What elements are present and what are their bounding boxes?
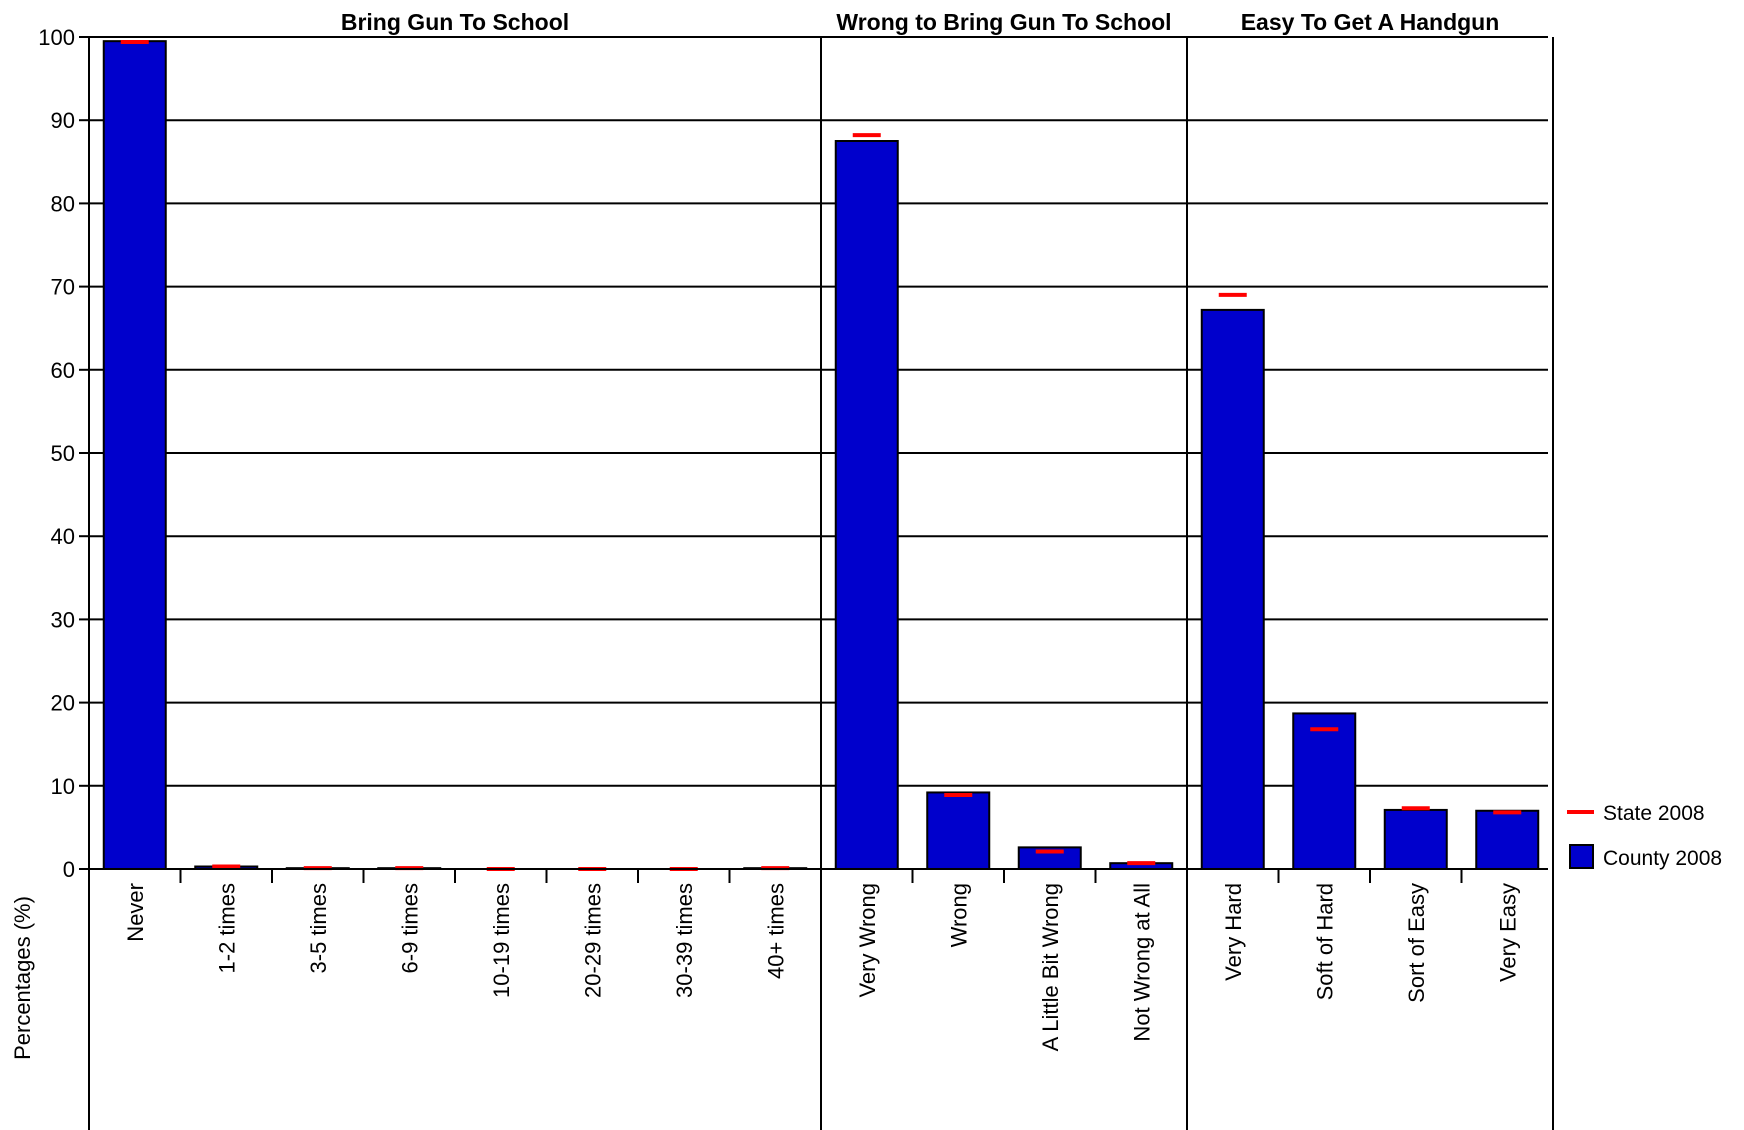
category-label: 40+ times bbox=[763, 883, 788, 979]
category-label: Soft of Hard bbox=[1312, 883, 1337, 1000]
category-label: 20-29 times bbox=[580, 883, 605, 998]
bar-county-very-hard bbox=[1200, 308, 1265, 870]
gridlines bbox=[89, 36, 1548, 787]
category-label: 10-19 times bbox=[489, 883, 514, 998]
y-tick-label: 20 bbox=[51, 691, 75, 716]
bar-county-very-easy bbox=[1475, 809, 1540, 871]
legend-county-label: County 2008 bbox=[1603, 847, 1722, 870]
y-tick-label: 90 bbox=[51, 108, 75, 133]
y-tick-label: 70 bbox=[51, 275, 75, 300]
bar-county-never bbox=[102, 40, 167, 871]
category-label: 30-39 times bbox=[672, 883, 697, 998]
category-labels: Never 1-2 times 3-5 times 6-9 times 10-19 ti… bbox=[123, 883, 1521, 1051]
axes bbox=[79, 36, 1554, 1130]
category-label: Very Hard bbox=[1221, 883, 1246, 981]
y-tick-label: 40 bbox=[51, 524, 75, 549]
bar-county-wrong bbox=[926, 791, 991, 870]
group-title: Bring Gun To School bbox=[341, 9, 569, 35]
y-tick-label: 80 bbox=[51, 191, 75, 216]
category-label: 3-5 times bbox=[306, 883, 331, 973]
y-tick-label: 100 bbox=[38, 25, 75, 50]
bar-county-soft-of-hard bbox=[1292, 712, 1357, 871]
bar-county-sort-of-easy bbox=[1383, 808, 1448, 870]
legend: State 2008 County 2008 bbox=[1567, 802, 1722, 870]
group-titles: Bring Gun To School Wrong to Bring Gun To… bbox=[341, 9, 1499, 35]
category-label: 6-9 times bbox=[397, 883, 422, 973]
category-label: A Little Bit Wrong bbox=[1038, 883, 1063, 1051]
category-label: Very Easy bbox=[1495, 883, 1520, 982]
y-axis-label: Percentages (%) bbox=[10, 896, 35, 1060]
legend-state-label: State 2008 bbox=[1603, 802, 1705, 825]
group-title: Easy To Get A Handgun bbox=[1241, 9, 1500, 35]
category-label: Not Wrong at All bbox=[1129, 883, 1154, 1042]
category-label: Never bbox=[123, 883, 148, 942]
category-label: Sort of Easy bbox=[1404, 883, 1429, 1003]
y-tick-label: 50 bbox=[51, 441, 75, 466]
bars bbox=[102, 40, 1540, 871]
y-tick-label: 60 bbox=[51, 358, 75, 383]
y-tick-label: 10 bbox=[51, 774, 75, 799]
category-label: 1-2 times bbox=[214, 883, 239, 973]
category-label: Wrong bbox=[946, 883, 971, 947]
y-tick-label: 30 bbox=[51, 607, 75, 632]
y-tick-labels: 0 10 20 30 40 50 60 70 80 90 100 bbox=[38, 25, 75, 882]
y-tick-label: 0 bbox=[63, 857, 75, 882]
group-title: Wrong to Bring Gun To School bbox=[836, 9, 1171, 35]
bar-county-very-wrong bbox=[834, 140, 899, 870]
legend-county-box bbox=[1569, 844, 1594, 869]
category-label: Very Wrong bbox=[855, 883, 880, 998]
